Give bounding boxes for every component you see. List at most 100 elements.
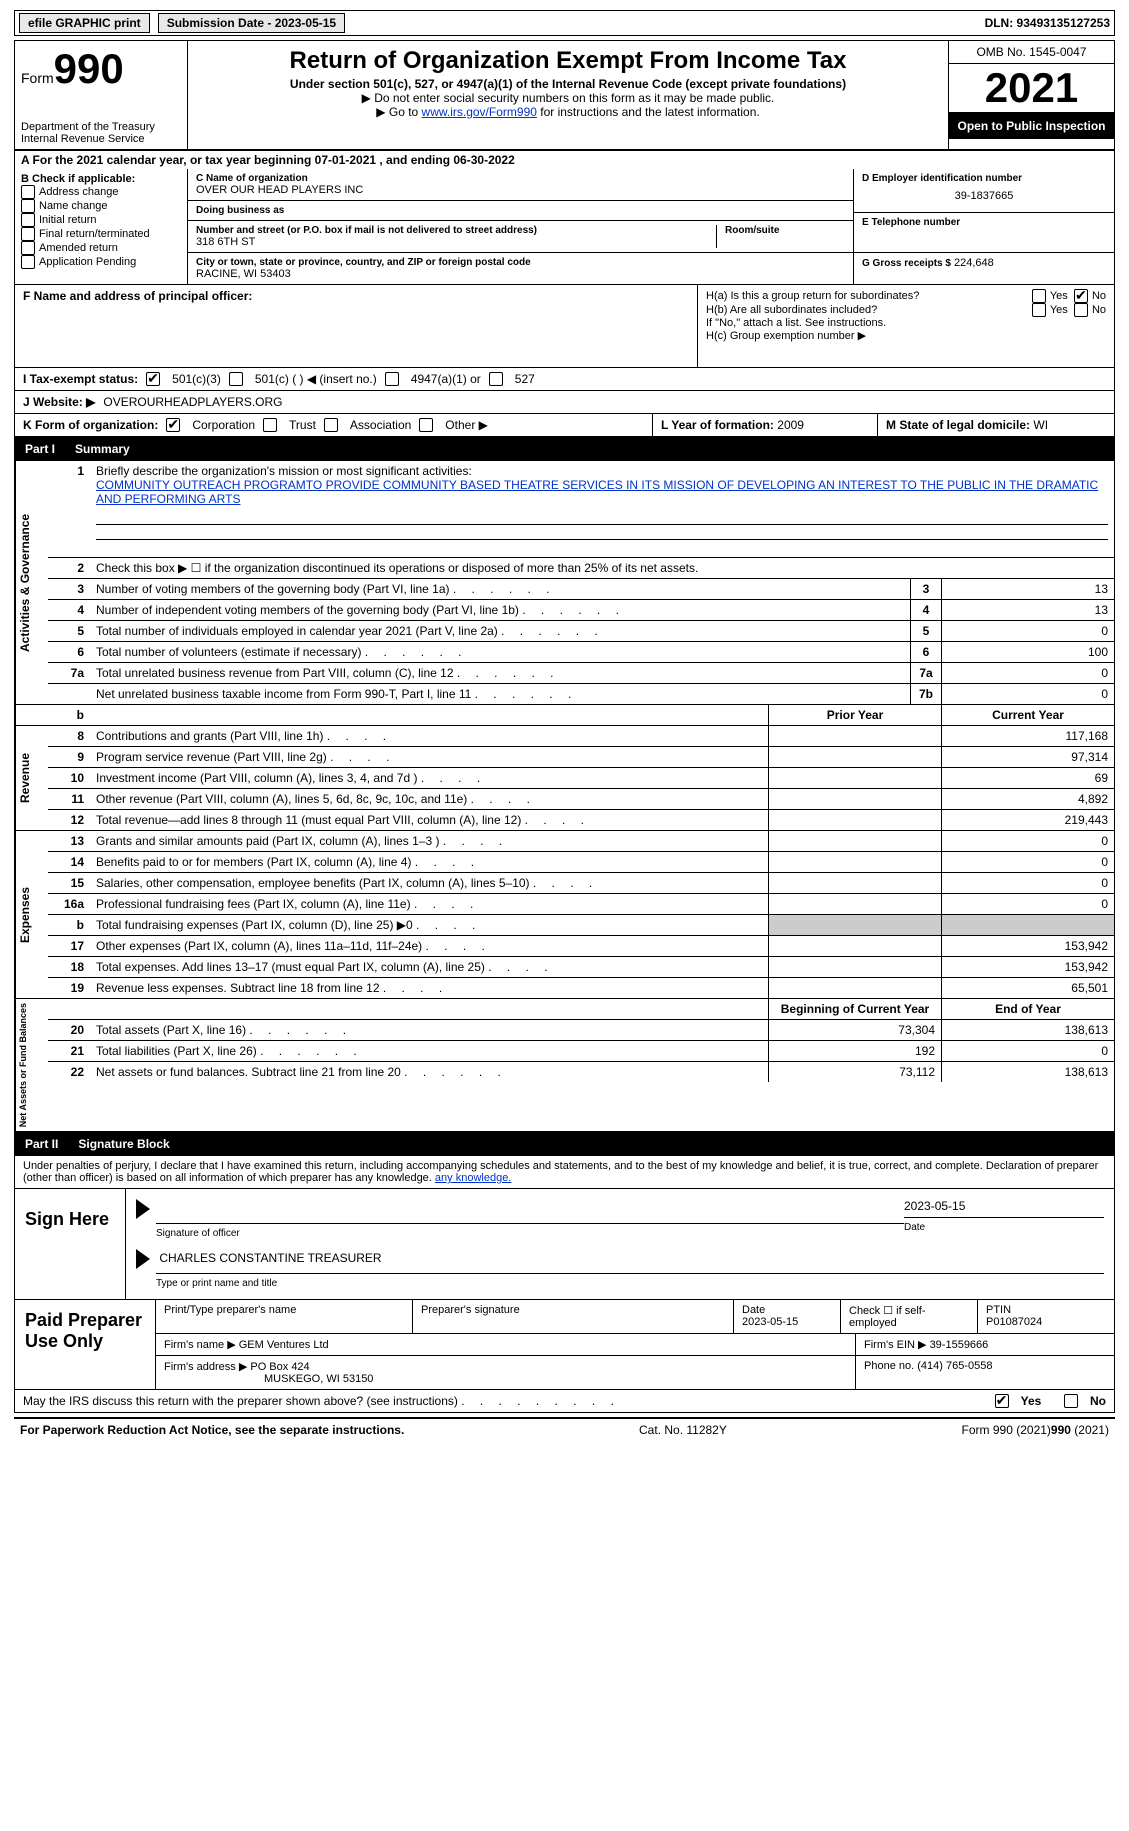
value-cell: 100 [941, 642, 1114, 662]
current-year-cell: 0 [941, 852, 1114, 872]
cb-ha-yes[interactable] [1032, 289, 1046, 303]
cb-assoc[interactable] [324, 418, 338, 432]
section-f: F Name and address of principal officer: [15, 285, 698, 367]
section-c: C Name of organization OVER OUR HEAD PLA… [188, 169, 854, 284]
prior-year-cell [768, 852, 941, 872]
prior-year-cell [768, 957, 941, 977]
page-footer: For Paperwork Reduction Act Notice, see … [14, 1417, 1115, 1441]
cb-corp[interactable] [166, 418, 180, 432]
side-net: Net Assets or Fund Balances [15, 999, 48, 1131]
current-year-cell: 219,443 [941, 810, 1114, 830]
current-year-cell: 69 [941, 768, 1114, 788]
cb-hb-no[interactable] [1074, 303, 1088, 317]
dln: DLN: 93493135127253 [985, 16, 1110, 30]
sig-officer-label: Signature of officer [156, 1228, 904, 1239]
date-label: Date [904, 1222, 1104, 1233]
firm-name: GEM Ventures Ltd [239, 1339, 329, 1351]
prior-year-cell [768, 789, 941, 809]
value-cell: 0 [941, 621, 1114, 641]
form-of-org: K Form of organization: Corporation Trus… [15, 414, 644, 436]
prior-year-cell [768, 873, 941, 893]
ein: 39-1837665 [862, 184, 1106, 208]
boy-cell: 192 [768, 1041, 941, 1061]
cb-501c[interactable] [229, 372, 243, 386]
cb-initial[interactable] [21, 213, 35, 227]
boy-cell: 73,304 [768, 1020, 941, 1040]
prior-year-cell [768, 831, 941, 851]
calendar-year-line: A For the 2021 calendar year, or tax yea… [14, 151, 1115, 169]
website: OVEROURHEADPLAYERS.ORG [103, 395, 282, 409]
prior-year-cell [768, 894, 941, 914]
side-activities: Activities & Governance [15, 461, 48, 704]
cb-ha-no[interactable] [1074, 289, 1088, 303]
prep-date: 2023-05-15 [742, 1316, 832, 1328]
section-b: B Check if applicable: Address change Na… [15, 169, 188, 284]
current-year-cell: 117,168 [941, 726, 1114, 746]
side-revenue: Revenue [15, 726, 48, 830]
arrow-icon [136, 1249, 150, 1269]
eoy-cell: 0 [941, 1041, 1114, 1061]
section-h: H(a) Is this a group return for subordin… [698, 285, 1114, 367]
form-number: Form990 [21, 45, 181, 93]
prior-year-cell [768, 747, 941, 767]
street: 318 6TH ST [196, 236, 716, 248]
tax-exempt-status: I Tax-exempt status: 501(c)(3) 501(c) ( … [14, 368, 1115, 391]
current-year-cell: 0 [941, 894, 1114, 914]
firm-addr1: PO Box 424 [250, 1361, 309, 1373]
firm-addr2: MUSKEGO, WI 53150 [264, 1373, 373, 1385]
note2: ▶ Go to www.irs.gov/Form990 for instruct… [194, 105, 942, 119]
officer-name: CHARLES CONSTANTINE TREASURER [159, 1251, 381, 1265]
note1: ▶ Do not enter social security numbers o… [194, 91, 942, 105]
discuss-line: May the IRS discuss this return with the… [14, 1390, 1115, 1413]
current-year-hdr: Current Year [941, 705, 1114, 725]
cb-discuss-no[interactable] [1064, 1394, 1078, 1408]
cb-discuss-yes[interactable] [995, 1394, 1009, 1408]
cb-4947[interactable] [385, 372, 399, 386]
cb-amended[interactable] [21, 241, 35, 255]
arrow-icon [136, 1199, 150, 1219]
prior-year-cell [768, 726, 941, 746]
form-title: Return of Organization Exempt From Incom… [194, 47, 942, 75]
cb-trust[interactable] [263, 418, 277, 432]
cb-final[interactable] [21, 227, 35, 241]
city: RACINE, WI 53403 [196, 268, 845, 280]
prior-year-cell [768, 810, 941, 830]
website-line: J Website: ▶ OVEROURHEADPLAYERS.ORG [14, 391, 1115, 414]
cb-hb-yes[interactable] [1032, 303, 1046, 317]
current-year-cell: 153,942 [941, 957, 1114, 977]
cb-other[interactable] [419, 418, 433, 432]
sign-date: 2023-05-15 [904, 1199, 1104, 1213]
cb-501c3[interactable] [146, 372, 160, 386]
prior-year-cell [768, 978, 941, 998]
boy-cell: 73,112 [768, 1062, 941, 1082]
subtitle: Under section 501(c), 527, or 4947(a)(1)… [194, 77, 942, 91]
value-cell: 13 [941, 600, 1114, 620]
sign-here-label: Sign Here [15, 1189, 126, 1299]
cb-name[interactable] [21, 199, 35, 213]
prior-year-cell [768, 768, 941, 788]
cb-address[interactable] [21, 185, 35, 199]
phone [862, 228, 1106, 248]
firm-phone: (414) 765-0558 [917, 1360, 992, 1372]
current-year-cell: 65,501 [941, 978, 1114, 998]
org-name: OVER OUR HEAD PLAYERS INC [196, 184, 845, 196]
cb-527[interactable] [489, 372, 503, 386]
mission: COMMUNITY OUTREACH PROGRAMTO PROVIDE COM… [96, 478, 1098, 506]
part1-header: Part I Summary [14, 437, 1115, 461]
current-year-cell: 0 [941, 831, 1114, 851]
current-year-cell: 0 [941, 873, 1114, 893]
topbar: efile GRAPHIC print Submission Date - 20… [14, 10, 1115, 36]
irs-link[interactable]: www.irs.gov/Form990 [422, 105, 537, 119]
efile-btn[interactable]: efile GRAPHIC print [19, 13, 150, 33]
prior-year-cell [768, 936, 941, 956]
state-domicile: M State of legal domicile: WI [877, 414, 1114, 436]
value-cell: 0 [941, 684, 1114, 704]
cb-pending[interactable] [21, 255, 35, 269]
eoy-hdr: End of Year [941, 999, 1114, 1019]
knowledge-link[interactable]: any knowledge. [435, 1172, 511, 1184]
public-inspection: Open to Public Inspection [949, 113, 1114, 139]
eoy-cell: 138,613 [941, 1062, 1114, 1082]
form-header: Form990 Department of the Treasury Inter… [14, 40, 1115, 151]
prior-year-cell [768, 915, 941, 935]
name-title-label: Type or print name and title [156, 1278, 1104, 1289]
